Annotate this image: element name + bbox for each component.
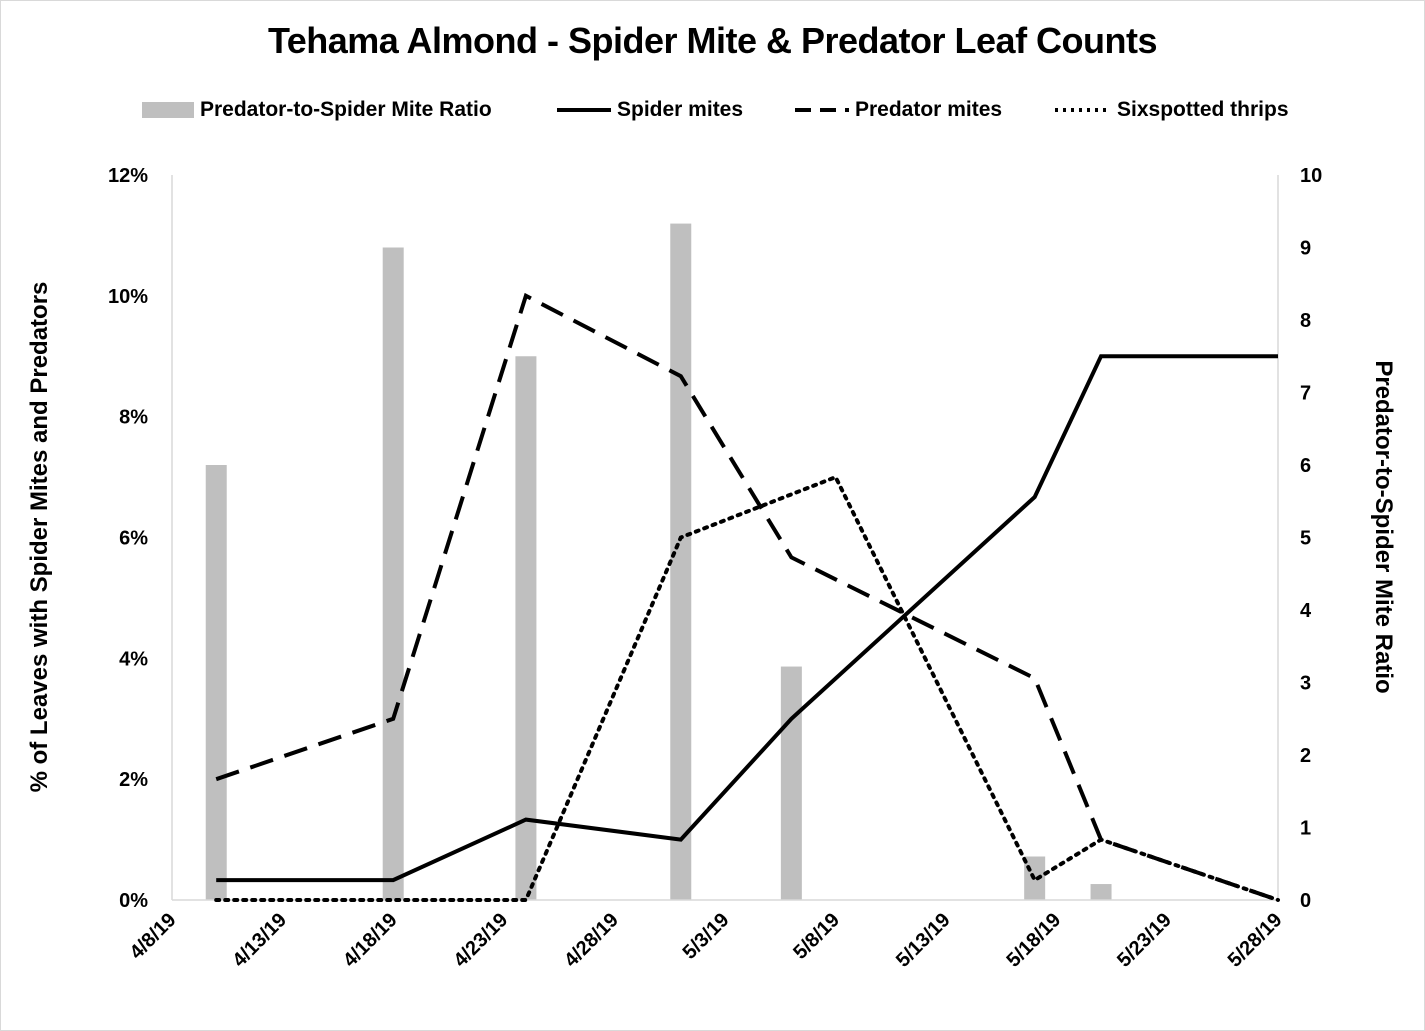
y-left-tick-label: 2% (119, 769, 148, 791)
chart-title: Tehama Almond - Spider Mite & Predator L… (267, 20, 1158, 61)
y-left-tick-label: 10% (108, 286, 148, 308)
x-tick-label: 5/13/19 (892, 909, 955, 972)
ratio-bar (205, 465, 227, 900)
ratio-bar (780, 666, 802, 900)
y-right-tick-label: 0 (1300, 890, 1311, 912)
y-left-tick-label: 4% (119, 648, 148, 670)
legend-swatch-bar (142, 102, 194, 118)
series-line-predator-mites (215, 292, 1279, 902)
y-right-tick-label: 10 (1300, 165, 1322, 187)
y-left-tick-label: 12% (108, 165, 148, 187)
y-right-tick-label: 8 (1300, 310, 1311, 332)
axes (171, 175, 1279, 901)
x-tick-label: 4/28/19 (560, 909, 623, 972)
legend-item-sixspotted-thrips: Sixspotted thrips (1055, 96, 1289, 124)
x-tick-label: 4/8/19 (126, 909, 181, 964)
ratio-bar (670, 223, 692, 900)
series-line-spider-mites (216, 354, 1278, 883)
y-right-tick-label: 1 (1300, 818, 1311, 840)
x-tick-label: 5/23/19 (1113, 909, 1176, 972)
y-left-tick-label: 8% (119, 407, 148, 429)
y-right-tick-label: 6 (1300, 455, 1311, 477)
chart-legend: Predator-to-Spider Mite Ratio Spider mit… (0, 96, 1425, 124)
y-left-tick-label: 6% (119, 528, 148, 550)
x-tick-label: 5/8/19 (789, 909, 844, 964)
legend-label-predator-mites: Predator mites (855, 98, 1003, 121)
legend-item-spider-mites: Spider mites (557, 96, 743, 124)
y-right-tick-label: 4 (1300, 600, 1312, 622)
series-line-sixspotted-thrips (214, 474, 1280, 902)
legend-item-predator-mites: Predator mites (795, 96, 1002, 124)
legend-label-sixspotted-thrips: Sixspotted thrips (1117, 98, 1289, 121)
x-tick-label: 4/18/19 (339, 909, 402, 972)
y-right-tick-label: 5 (1300, 528, 1311, 550)
ratio-bar (382, 247, 404, 900)
y-right-tick-label: 2 (1300, 745, 1311, 767)
x-tick-label: 5/18/19 (1003, 909, 1066, 972)
x-tick-label: 4/13/19 (228, 909, 291, 972)
ratio-bar (515, 356, 537, 900)
y-right-tick-label: 9 (1300, 238, 1311, 260)
legend-swatch-dotted-line (1055, 108, 1111, 112)
legend-item-ratio: Predator-to-Spider Mite Ratio (142, 96, 492, 124)
ratio-bar (1090, 884, 1112, 900)
legend-swatch-solid-line (557, 108, 611, 112)
x-tick-label: 5/28/19 (1224, 909, 1287, 972)
tick-labels: 0% 2% 4% 6% 8% 10% 12% 0 1 2 3 4 5 6 7 8 9 10 4/8/19 4/13/1… (108, 165, 1322, 972)
legend-label-spider-mites: Spider mites (617, 98, 744, 121)
legend-swatch-dashed-line (795, 108, 849, 112)
x-tick-label: 5/3/19 (679, 909, 734, 964)
y-right-tick-label: 3 (1300, 673, 1311, 695)
ratio-bars (205, 223, 1112, 900)
legend-label-ratio: Predator-to-Spider Mite Ratio (200, 98, 492, 121)
y-right-tick-label: 7 (1300, 383, 1311, 405)
y-left-tick-label: 0% (119, 890, 148, 912)
series-lines (214, 292, 1280, 902)
x-tick-label: 4/23/19 (450, 909, 513, 972)
